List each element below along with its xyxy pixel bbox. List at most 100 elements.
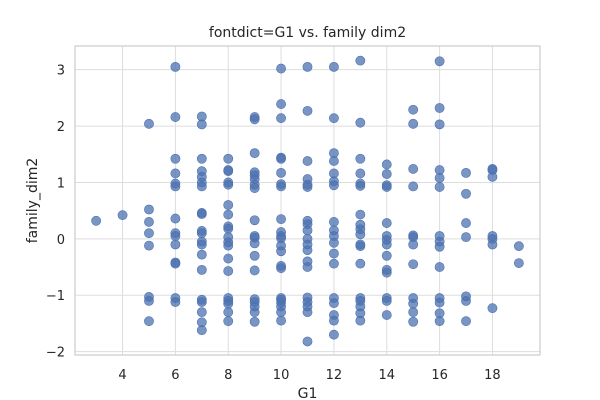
scatter-point: [329, 248, 339, 259]
scatter-point: [249, 183, 260, 193]
scatter-point: [381, 239, 392, 250]
scatter-point: [249, 114, 260, 125]
scatter-point: [302, 156, 313, 166]
scatter-point: [170, 239, 181, 250]
scatter-point: [249, 238, 260, 249]
x-tick-label: 6: [171, 368, 179, 383]
scatter-point: [408, 181, 419, 192]
scatter-point: [329, 315, 339, 326]
scatter-point: [434, 173, 445, 183]
data-points: [91, 55, 524, 347]
scatter-point: [223, 316, 234, 327]
scatter-point: [302, 61, 313, 72]
scatter-point: [302, 262, 313, 272]
scatter-point: [223, 253, 234, 264]
scatter-point: [223, 266, 234, 276]
scatter-point: [170, 61, 181, 72]
scatter-point: [513, 258, 524, 268]
scatter-point: [223, 307, 234, 318]
scatter-point: [276, 167, 286, 178]
scatter-point: [461, 295, 471, 306]
scatter-point: [196, 153, 207, 164]
scatter-point: [302, 105, 313, 116]
scatter-point: [381, 250, 392, 261]
scatter-point: [355, 209, 366, 220]
scatter-point: [144, 295, 154, 306]
scatter-point: [276, 181, 286, 192]
scatter-point: [381, 182, 392, 192]
scatter-point: [329, 298, 339, 309]
scatter-point: [144, 228, 154, 239]
y-axis-label: family_dim2: [25, 158, 41, 244]
y-tick-label: 2: [57, 120, 65, 135]
scatter-point: [302, 307, 313, 318]
scatter-point: [196, 119, 207, 130]
x-tick-label: 12: [326, 368, 343, 383]
scatter-point: [276, 63, 286, 74]
scatter-point: [223, 166, 234, 177]
scatter-point: [434, 119, 445, 130]
scatter-point: [276, 263, 286, 274]
scatter-point: [461, 316, 471, 327]
scatter-point: [408, 307, 419, 318]
scatter-point: [381, 295, 392, 306]
scatter-point: [381, 267, 392, 278]
scatter-point: [408, 298, 419, 309]
scatter-point: [223, 223, 234, 234]
scatter-point: [196, 264, 207, 275]
scatter-point: [196, 249, 207, 260]
scatter-point: [355, 241, 366, 252]
scatter-point: [223, 240, 234, 251]
scatter-point: [408, 316, 419, 327]
y-tick-label: 0: [57, 233, 65, 248]
scatter-point: [355, 258, 366, 269]
scatter-point: [170, 213, 181, 224]
scatter-point: [408, 239, 419, 250]
scatter-point: [170, 297, 181, 307]
scatter-point: [381, 310, 392, 320]
scatter-point: [276, 113, 286, 124]
scatter-point: [329, 113, 339, 124]
scatter-point: [196, 228, 207, 239]
plot-frame: [74, 45, 541, 356]
scatter-point: [487, 239, 498, 250]
scatter-point: [170, 153, 181, 164]
x-tick-label: 8: [224, 368, 232, 383]
x-tick-label: 4: [118, 368, 126, 383]
scatter-point: [249, 215, 260, 226]
scatter-point: [196, 239, 207, 250]
scatter-point: [302, 336, 313, 347]
scatter-point: [170, 181, 181, 192]
x-tick-label: 16: [431, 368, 448, 383]
scatter-point: [196, 209, 207, 219]
scatter-point: [276, 153, 286, 164]
scatter-point: [513, 241, 524, 252]
scatter-point: [249, 250, 260, 261]
scatter-point: [170, 231, 181, 241]
scatter-point: [170, 258, 181, 269]
scatter-point: [355, 153, 366, 164]
scatter-point: [434, 262, 445, 272]
scatter-point: [276, 214, 286, 225]
scatter-point: [329, 156, 339, 166]
y-tick-label: 1: [57, 176, 65, 191]
scatter-point: [249, 265, 260, 276]
scatter-point: [144, 316, 154, 327]
scatter-point: [223, 153, 234, 164]
scatter-point: [144, 118, 154, 129]
scatter-point: [329, 237, 339, 248]
scatter-point: [91, 215, 102, 226]
scatter-point: [355, 55, 366, 66]
scatter-point: [302, 225, 313, 236]
scatter-point: [223, 200, 234, 210]
y-tick-label: 3: [57, 64, 65, 79]
scatter-point: [302, 245, 313, 256]
scatter-point: [249, 307, 260, 318]
scatter-point: [355, 117, 366, 128]
chart-title: fontdict=G1 vs. family dim2: [209, 25, 406, 41]
x-tick-label: 10: [273, 368, 290, 383]
scatter-point: [408, 104, 419, 115]
scatter-point: [249, 148, 260, 159]
scatter-point: [196, 297, 207, 307]
